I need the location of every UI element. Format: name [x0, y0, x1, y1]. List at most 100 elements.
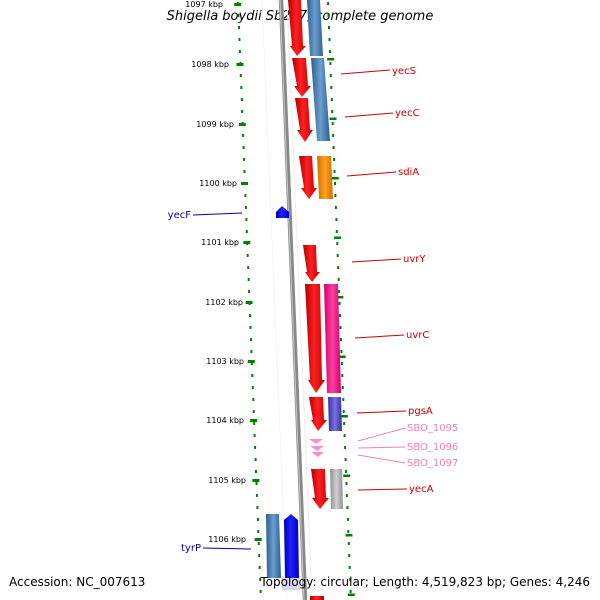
cog-bar-purple[interactable]: [328, 397, 342, 431]
gene-label-pgsA[interactable]: pgsA: [408, 406, 433, 417]
ruler-dot: [327, 14, 330, 17]
gene-arrow[interactable]: [305, 284, 325, 393]
cog-bars: [266, 0, 343, 578]
ruler-dot: [338, 302, 341, 305]
gene-label-SBO_1095[interactable]: SBO_1095: [407, 423, 458, 434]
left-gene-labels: yecF tyrP: [168, 210, 252, 554]
ruler-dot: [258, 566, 261, 569]
ruler-dot: [330, 98, 333, 101]
ruler-dot: [336, 242, 339, 245]
ruler-dot: [329, 62, 332, 65]
ruler-dot: [347, 542, 350, 545]
gene-label-SBO_1097[interactable]: SBO_1097: [407, 458, 458, 469]
gene-label-uvrY[interactable]: uvrY: [403, 254, 426, 265]
gene-arrow[interactable]: [276, 206, 289, 218]
gene-arrow[interactable]: [311, 469, 329, 509]
ruler-dot: [335, 218, 338, 221]
scale-label: 1097 kbp: [185, 0, 223, 9]
ruler-major-tick: [245, 301, 253, 304]
ruler-dot: [258, 554, 261, 557]
ruler-dot: [256, 518, 259, 521]
cog-bar-blue[interactable]: [307, 0, 323, 56]
backbone-highlight: [279, 0, 305, 600]
cog-bar-blue[interactable]: [311, 58, 330, 141]
ruler-dot: [237, 14, 240, 17]
ruler-dot: [238, 50, 241, 53]
gene-arrow[interactable]: [310, 596, 324, 600]
ruler-dot: [341, 374, 344, 377]
gene-label-uvrC[interactable]: uvrC: [406, 330, 429, 341]
gene-arrow[interactable]: [295, 98, 313, 142]
ruler-dot: [336, 254, 339, 257]
gene-arrow[interactable]: [310, 446, 324, 451]
gene-arrow[interactable]: [288, 0, 306, 56]
ruler-major-tick: [243, 241, 251, 244]
ruler-major-tick: [252, 479, 260, 482]
label-leader: [346, 171, 397, 177]
gene-arrow[interactable]: [292, 58, 311, 97]
label-leader: [340, 69, 391, 75]
ruler-dot: [241, 110, 244, 113]
ruler-dot: [337, 266, 340, 269]
label-leader: [357, 454, 406, 464]
ruler-major-tick: [247, 360, 255, 363]
ruler-dot: [343, 434, 346, 437]
ruler-dot: [255, 482, 258, 485]
gene-arrow[interactable]: [284, 514, 299, 578]
ruler-dot: [243, 170, 246, 173]
small-gene-markers: [309, 439, 324, 457]
ruler-dot: [251, 386, 254, 389]
scale-ticks: [234, 3, 355, 596]
gene-arrow[interactable]: [303, 245, 320, 282]
cog-bar-blue[interactable]: [266, 514, 281, 578]
ruler-dot: [349, 590, 352, 593]
ruler-dot: [349, 578, 352, 581]
cog-bar-pink[interactable]: [324, 284, 341, 393]
ruler-dot: [341, 386, 344, 389]
ruler-dot: [250, 338, 252, 341]
ruler-dot: [256, 506, 259, 509]
ruler-dot: [337, 278, 340, 281]
gene-arrow[interactable]: [309, 439, 323, 444]
ruler-dot: [238, 38, 241, 41]
ruler-minor-tick: [334, 236, 342, 239]
ruler-dot: [340, 350, 343, 353]
gene-label-yecS[interactable]: yecS: [392, 66, 416, 77]
ruler-dot: [240, 98, 243, 101]
gene-arrow[interactable]: [309, 397, 327, 431]
gene-label-tyrP[interactable]: tyrP: [181, 543, 201, 554]
ruler-dot: [345, 494, 348, 497]
ruler-dot: [328, 38, 331, 41]
gene-label-yecF[interactable]: yecF: [168, 210, 192, 221]
gene-label-sdiA[interactable]: sdiA: [398, 167, 419, 178]
ruler-dot: [259, 590, 262, 593]
gene-label-yecC[interactable]: yecC: [395, 108, 420, 119]
ruler-dot: [346, 506, 349, 509]
ruler-dot: [255, 470, 257, 473]
label-leader: [357, 427, 406, 442]
scale-label: 1105 kbp: [208, 476, 246, 485]
ruler-dot: [239, 74, 242, 77]
ruler-dot: [247, 278, 250, 281]
ruler-dot: [253, 434, 256, 437]
gene-arrow[interactable]: [299, 156, 317, 199]
cog-bar-grey[interactable]: [330, 469, 343, 509]
scale-label: 1102 kbp: [205, 298, 243, 307]
ruler-dot: [334, 194, 337, 197]
ruler-minor-tick: [345, 534, 353, 537]
ruler-dot: [346, 518, 349, 521]
label-leader: [354, 334, 405, 339]
gene-label-yecA[interactable]: yecA: [409, 484, 434, 495]
ruler-dot: [332, 146, 335, 149]
ruler-minor-tick: [338, 355, 346, 358]
reverse-genes: [276, 206, 300, 590]
cog-bar-orange[interactable]: [317, 156, 333, 199]
scale-label: 1100 kbp: [199, 179, 237, 188]
gene-arrow[interactable]: [311, 452, 324, 457]
ruler-minor-tick: [329, 117, 337, 120]
ruler-minor-tick: [336, 296, 344, 299]
gene-label-SBO_1096[interactable]: SBO_1096: [407, 442, 458, 453]
ruler-dot: [344, 458, 347, 461]
scale-label: 1099 kbp: [196, 120, 234, 129]
